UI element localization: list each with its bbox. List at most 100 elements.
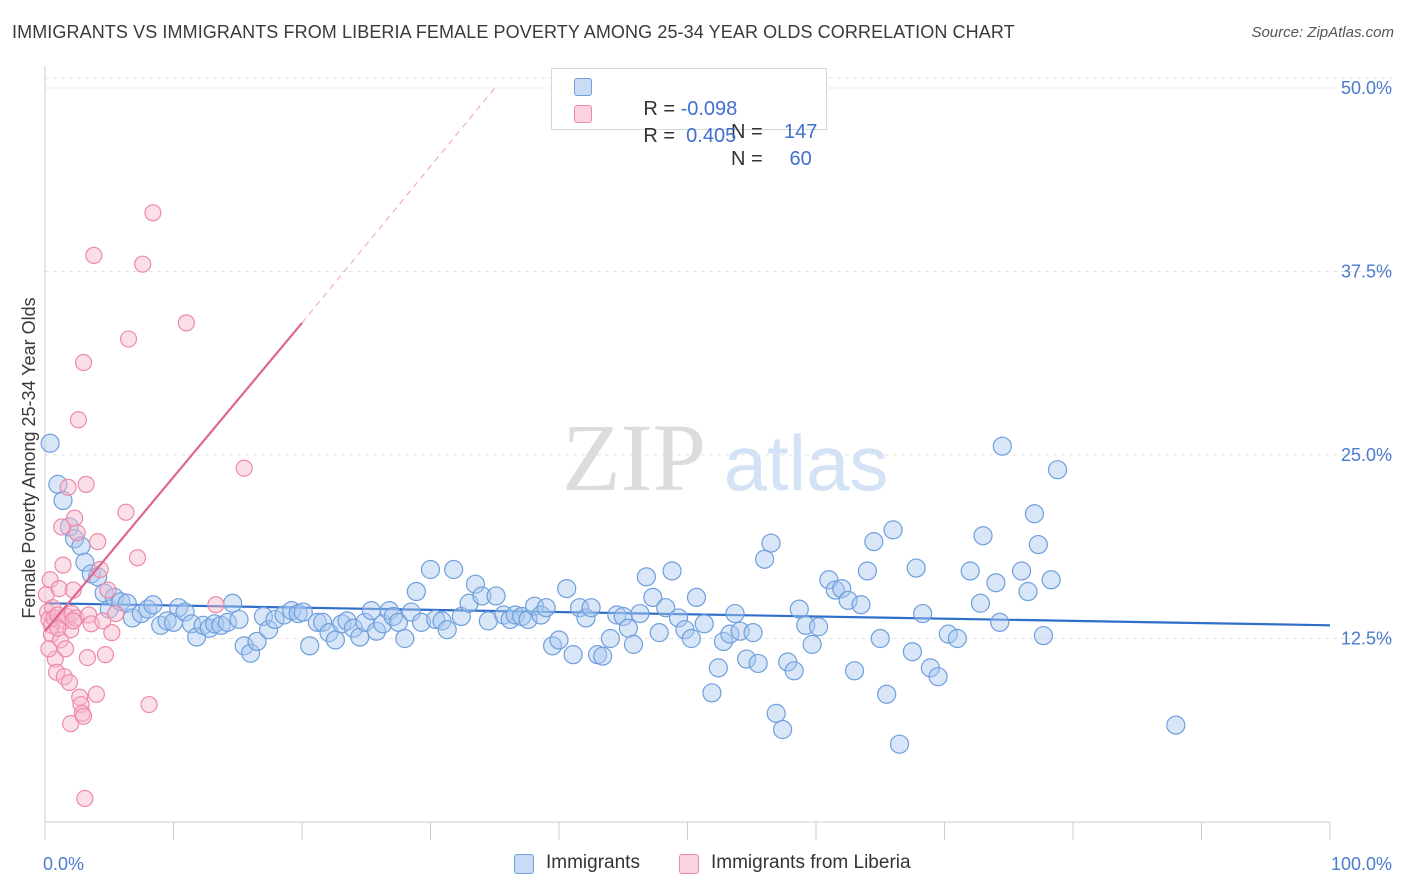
legend-n-label: N = (731, 121, 769, 143)
point-immigrants-93 (618, 618, 638, 638)
point-immigrants-82 (549, 630, 569, 650)
point-immigrants-137 (902, 642, 922, 662)
point-immigrants-75 (505, 605, 525, 625)
point-liberia-54 (177, 314, 195, 332)
point-immigrants-29 (217, 612, 238, 632)
point-immigrants-116 (761, 533, 781, 553)
point-immigrants-58 (395, 628, 415, 649)
y-tick-label-1: 25.0% (1341, 445, 1392, 465)
point-immigrants-129 (844, 661, 865, 681)
point-immigrants-19 (157, 611, 177, 631)
correlation-legend: R = -0.098 N = 147 R = 0.405 N = 60 (551, 68, 827, 170)
y-axis-label: Female Poverty Among 25-34 Year Olds (19, 297, 39, 618)
trend-line-liberia-extension (301, 87, 496, 324)
point-liberia-48 (117, 503, 135, 521)
legend-r-label: R = (643, 125, 681, 147)
point-immigrants-148 (990, 612, 1010, 632)
legend-swatch-liberia (574, 105, 592, 123)
point-immigrants-46 (325, 630, 346, 650)
point-liberia-20 (60, 673, 79, 692)
point-immigrants-134 (877, 684, 897, 704)
point-liberia-35 (77, 475, 95, 493)
point-immigrants-92 (613, 606, 633, 627)
legend-n-value: 60 (784, 148, 812, 170)
point-immigrants-72 (486, 586, 506, 606)
point-immigrants-120 (784, 661, 804, 681)
point-immigrants-133 (870, 628, 890, 649)
point-immigrants-99 (656, 598, 676, 618)
point-immigrants-131 (857, 561, 878, 581)
point-immigrants-12 (111, 592, 131, 612)
point-immigrants-61 (411, 612, 432, 632)
point-immigrants-146 (973, 526, 993, 546)
point-immigrants-33 (241, 643, 261, 663)
legend-r-value: 0.405 (680, 125, 737, 147)
point-immigrants-2 (53, 490, 73, 511)
point-immigrants-155 (1041, 570, 1061, 590)
point-immigrants-42 (300, 636, 320, 656)
point-immigrants-105 (694, 614, 714, 634)
tick-labels: 12.5% 25.0% 37.5% 50.0% 0.0% 100.0% (43, 78, 1392, 874)
point-immigrants-84 (563, 645, 583, 665)
point-immigrants-36 (258, 620, 279, 640)
point-immigrants-104 (686, 587, 707, 608)
point-liberia-44 (96, 646, 114, 664)
point-immigrants-65 (437, 620, 457, 640)
point-liberia-19 (59, 478, 77, 496)
point-immigrants-91 (607, 605, 627, 625)
point-immigrants-157 (1166, 715, 1186, 735)
point-immigrants-107 (708, 658, 728, 678)
point-immigrants-149 (992, 436, 1012, 456)
point-immigrants-124 (808, 617, 829, 637)
watermark-atlas: atlas (724, 419, 889, 507)
point-immigrants-86 (576, 608, 596, 628)
legend-swatch-immigrants (574, 78, 592, 96)
point-immigrants-41 (293, 602, 313, 622)
legend-r-label: R = (643, 98, 681, 120)
watermark-zip: ZIP (562, 404, 706, 511)
point-immigrants-64 (432, 611, 452, 631)
point-liberia-36 (78, 648, 97, 667)
point-immigrants-156 (1047, 460, 1068, 480)
bottom-legend-swatch-liberia (679, 854, 699, 874)
point-immigrants-143 (947, 628, 967, 649)
point-liberia-47 (107, 604, 125, 623)
point-immigrants-103 (681, 628, 701, 649)
point-immigrants-145 (970, 593, 991, 613)
point-liberia-27 (68, 524, 86, 542)
x-tick-label-0: 0.0% (43, 854, 84, 874)
point-liberia-39 (85, 246, 103, 264)
point-liberia-50 (128, 549, 147, 567)
point-immigrants-96 (636, 567, 656, 587)
point-immigrants-108 (713, 631, 734, 652)
point-immigrants-53 (366, 621, 387, 641)
point-immigrants-70 (472, 586, 492, 606)
series-immigrants (40, 433, 1186, 754)
point-immigrants-34 (247, 631, 267, 652)
point-liberia-14 (54, 556, 72, 574)
point-immigrants-152 (1024, 504, 1045, 524)
chart-title: IMMIGRANTS VS IMMIGRANTS FROM LIBERIA FE… (12, 22, 1015, 42)
source-label: Source: ZipAtlas.com (1251, 24, 1394, 41)
bottom-legend-label-immigrants: Immigrants (546, 852, 640, 873)
point-immigrants-89 (593, 646, 613, 666)
y-tick-label-3: 50.0% (1341, 78, 1392, 98)
point-immigrants-50 (350, 627, 370, 647)
point-immigrants-66 (444, 559, 464, 580)
legend-r-value: -0.098 (680, 98, 738, 120)
point-immigrants-136 (889, 734, 910, 754)
point-immigrants-60 (406, 581, 426, 602)
trend-line-immigrants (44, 602, 1331, 627)
point-liberia-42 (91, 560, 109, 579)
point-immigrants-62 (420, 559, 441, 580)
point-liberia-53 (144, 204, 162, 222)
point-immigrants-98 (649, 623, 669, 643)
point-immigrants-56 (383, 606, 403, 627)
point-immigrants-59 (401, 602, 421, 622)
point-immigrants-118 (772, 719, 793, 740)
point-immigrants-123 (802, 634, 822, 654)
point-immigrants-106 (702, 683, 722, 703)
point-immigrants-121 (789, 599, 809, 619)
point-immigrants-90 (600, 628, 621, 649)
point-immigrants-114 (748, 653, 768, 674)
